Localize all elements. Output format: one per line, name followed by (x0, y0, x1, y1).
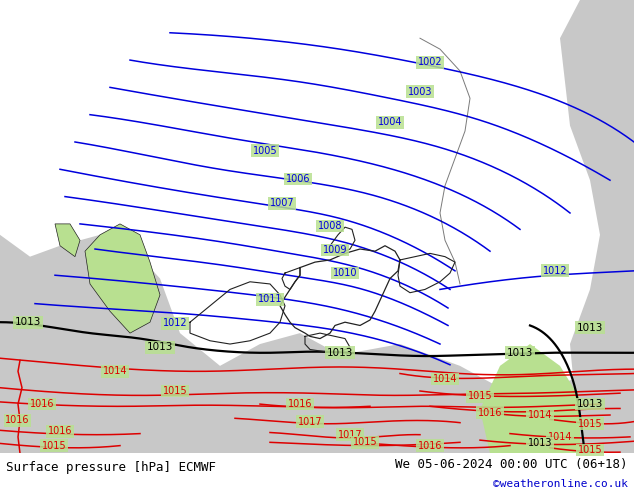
Text: 1010: 1010 (333, 268, 357, 278)
Text: 1013: 1013 (327, 348, 353, 358)
Text: We 05-06-2024 00:00 UTC (06+18): We 05-06-2024 00:00 UTC (06+18) (395, 458, 628, 471)
Text: Surface pressure [hPa] ECMWF: Surface pressure [hPa] ECMWF (6, 462, 216, 474)
Text: 1012: 1012 (163, 318, 187, 328)
Text: 1004: 1004 (378, 117, 402, 127)
Text: 1014: 1014 (548, 432, 573, 442)
Text: 1014: 1014 (527, 410, 552, 420)
Text: 1013: 1013 (577, 399, 603, 409)
Text: 1006: 1006 (286, 174, 310, 184)
Polygon shape (85, 224, 160, 333)
Text: 1016: 1016 (5, 416, 30, 425)
Text: 1012: 1012 (543, 266, 567, 276)
Text: 1015: 1015 (468, 392, 493, 401)
Text: 1011: 1011 (258, 294, 282, 304)
Text: 1014: 1014 (433, 374, 457, 384)
Text: 1015: 1015 (578, 419, 602, 429)
Text: 1013: 1013 (507, 348, 533, 358)
Text: 1008: 1008 (318, 221, 342, 231)
Text: 1017: 1017 (338, 430, 362, 440)
Polygon shape (0, 235, 634, 453)
Text: 1007: 1007 (269, 198, 294, 208)
Text: 1016: 1016 (48, 426, 72, 437)
Text: 1003: 1003 (408, 87, 432, 97)
Text: 1015: 1015 (163, 386, 187, 396)
Text: 1002: 1002 (418, 57, 443, 67)
Text: ©weatheronline.co.uk: ©weatheronline.co.uk (493, 480, 628, 490)
Text: 1016: 1016 (288, 399, 313, 409)
Text: 1014: 1014 (103, 367, 127, 376)
Text: 1015: 1015 (42, 441, 67, 451)
Text: 1016: 1016 (478, 408, 502, 418)
Text: 1005: 1005 (253, 146, 277, 156)
Polygon shape (480, 344, 580, 453)
Text: 1013: 1013 (577, 322, 603, 333)
Polygon shape (55, 224, 80, 257)
Text: 1013: 1013 (147, 343, 173, 352)
Text: 1013: 1013 (15, 317, 41, 327)
Text: 1015: 1015 (353, 438, 377, 447)
Text: 1017: 1017 (298, 416, 322, 427)
Text: 1013: 1013 (527, 439, 552, 448)
Polygon shape (560, 0, 634, 453)
Text: 1009: 1009 (323, 245, 347, 255)
Text: 1016: 1016 (418, 441, 443, 451)
Text: 1015: 1015 (578, 445, 602, 455)
Text: 1016: 1016 (30, 399, 55, 409)
